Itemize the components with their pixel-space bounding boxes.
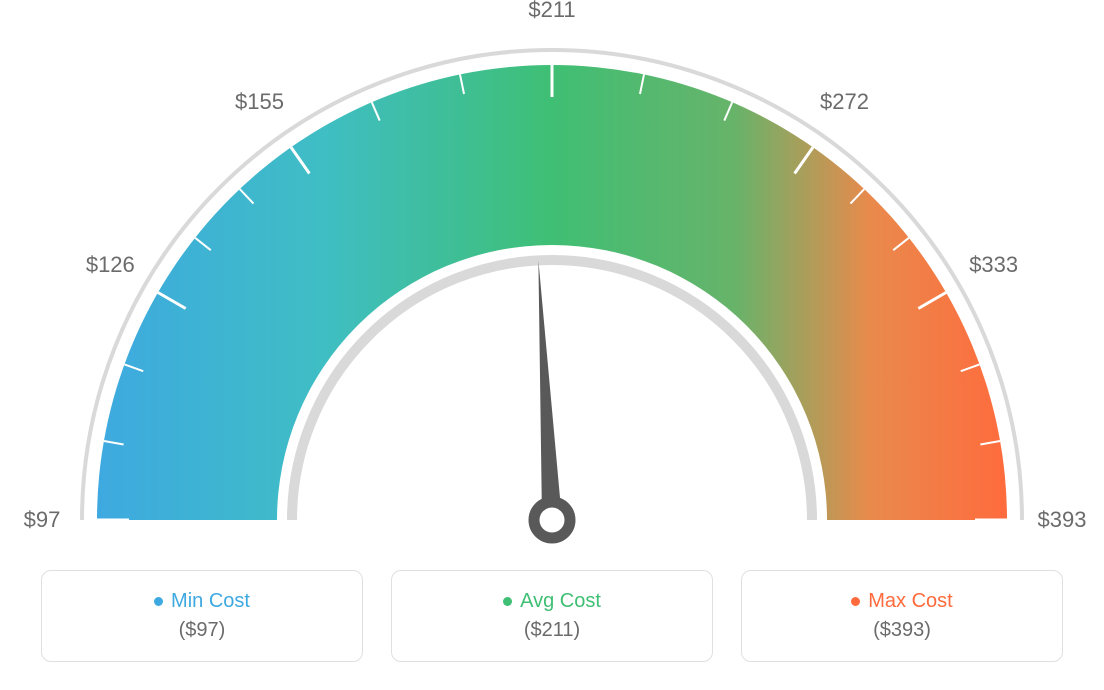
legend-value-min: ($97) [179, 619, 226, 642]
legend-title-avg: Avg Cost [503, 590, 601, 613]
chart-root: $97 $126 $155 $211 $272 $333 $393 Min Cost ($9… [0, 0, 1104, 690]
tick-label: $272 [820, 89, 869, 115]
tick-label: $126 [86, 252, 135, 278]
legend-value-avg: ($211) [524, 619, 580, 642]
legend-value-max: ($393) [873, 619, 931, 642]
tick-label: $393 [1038, 507, 1087, 533]
legend-title-min: Min Cost [154, 590, 250, 613]
legend-card-min: Min Cost ($97) [41, 570, 363, 662]
legend-card-max: Max Cost ($393) [741, 570, 1063, 662]
gauge-svg [0, 0, 1104, 570]
tick-label: $333 [969, 252, 1018, 278]
legend-title-avg-text: Avg Cost [520, 590, 601, 613]
legend-dot-avg [503, 597, 512, 606]
tick-label: $211 [528, 0, 575, 23]
legend-title-max: Max Cost [851, 590, 952, 613]
legend-card-avg: Avg Cost ($211) [391, 570, 713, 662]
tick-label: $155 [235, 89, 284, 115]
gauge: $97 $126 $155 $211 $272 $333 $393 [0, 0, 1104, 570]
legend-title-max-text: Max Cost [868, 590, 952, 613]
legend-row: Min Cost ($97) Avg Cost ($211) Max Cost … [0, 570, 1104, 662]
tick-label: $97 [24, 507, 61, 533]
legend-title-min-text: Min Cost [171, 590, 250, 613]
legend-dot-min [154, 597, 163, 606]
legend-dot-max [851, 597, 860, 606]
